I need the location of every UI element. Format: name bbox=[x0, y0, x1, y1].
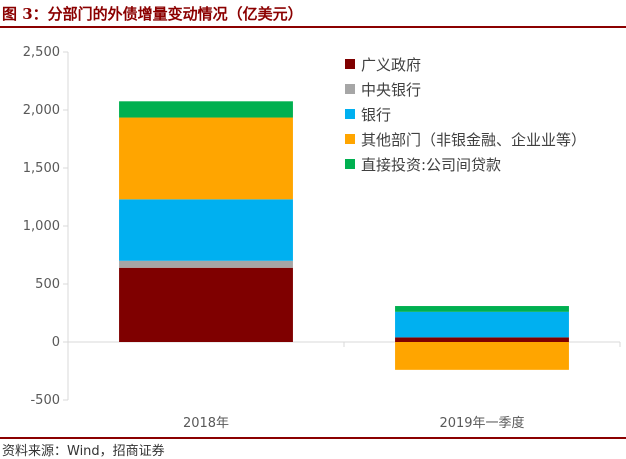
y-tick-label: -500 bbox=[30, 393, 60, 408]
bars bbox=[119, 101, 569, 370]
y-axis: -500 0 500 1,000 1,500 2,000 2,500 bbox=[23, 45, 69, 408]
legend-label: 广义政府 bbox=[361, 56, 421, 74]
y-tick-label: 1,500 bbox=[23, 161, 60, 176]
legend-swatch bbox=[345, 84, 355, 94]
stacked-bar-chart: -500 0 500 1,000 1,500 2,000 2,500 2018年 2019年一… bbox=[23, 45, 621, 431]
legend-swatch bbox=[345, 159, 355, 169]
legend-label: 中央银行 bbox=[361, 81, 421, 99]
legend-swatch bbox=[345, 109, 355, 119]
legend-label: 直接投资:公司间贷款 bbox=[361, 156, 501, 174]
legend-label: 其他部门（非银金融、企业业等） bbox=[361, 131, 586, 149]
y-tick-label: 2,000 bbox=[23, 103, 60, 118]
bar-segment bbox=[119, 101, 293, 118]
source-rule bbox=[0, 437, 626, 439]
y-tick-label: 500 bbox=[35, 277, 60, 292]
y-tick-label: 0 bbox=[52, 335, 60, 350]
legend-swatch bbox=[345, 59, 355, 69]
bar-segment bbox=[395, 337, 569, 342]
title-rule bbox=[0, 26, 626, 28]
y-tick-label: 1,000 bbox=[23, 219, 60, 234]
bar-segment bbox=[119, 267, 293, 342]
legend-label: 银行 bbox=[361, 106, 391, 124]
bar-segment bbox=[395, 306, 569, 312]
legend-swatch bbox=[345, 134, 355, 144]
x-tick-label: 2018年 bbox=[183, 416, 229, 431]
bar-segment bbox=[395, 311, 569, 338]
source-note: 资料来源：Wind，招商证券 bbox=[2, 444, 165, 459]
y-tick-label: 2,500 bbox=[23, 45, 60, 60]
bar-segment bbox=[119, 117, 293, 200]
bar-segment bbox=[395, 342, 569, 370]
bar-segment bbox=[119, 260, 293, 268]
figure-title: 图 3：分部门的外债增量变动情况（亿美元） bbox=[2, 5, 303, 23]
bar-segment bbox=[119, 199, 293, 261]
x-tick-label: 2019年一季度 bbox=[439, 415, 524, 431]
